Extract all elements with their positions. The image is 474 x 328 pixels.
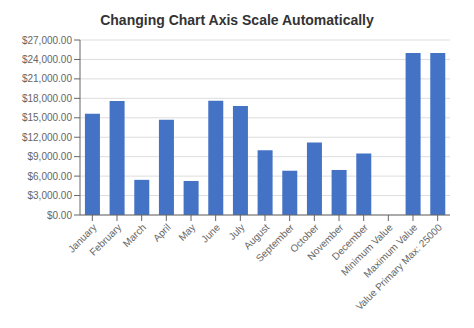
- svg-text:May: May: [176, 222, 197, 243]
- svg-text:March: March: [121, 222, 148, 249]
- svg-text:$21,000.00: $21,000.00: [22, 73, 72, 84]
- svg-text:Value Primary Max: 25000: Value Primary Max: 25000: [354, 221, 445, 312]
- svg-text:August: August: [241, 221, 272, 252]
- svg-text:November: November: [305, 221, 346, 263]
- svg-text:December: December: [329, 221, 371, 263]
- svg-text:$12,000.00: $12,000.00: [22, 132, 72, 143]
- svg-text:Minimum Value: Minimum Value: [338, 221, 395, 278]
- svg-text:$9,000.00: $9,000.00: [28, 151, 73, 162]
- svg-text:$0.00: $0.00: [47, 210, 72, 221]
- svg-text:Maximum Value: Maximum Value: [361, 221, 420, 280]
- svg-text:$3,000.00: $3,000.00: [28, 190, 73, 201]
- svg-text:April: April: [151, 222, 173, 244]
- svg-text:September: September: [254, 221, 297, 264]
- svg-text:$6,000.00: $6,000.00: [28, 171, 73, 182]
- svg-text:June: June: [199, 221, 222, 244]
- svg-text:$24,000.00: $24,000.00: [22, 54, 72, 65]
- svg-text:$27,000.00: $27,000.00: [22, 35, 72, 46]
- svg-text:February: February: [87, 222, 123, 258]
- svg-text:$18,000.00: $18,000.00: [22, 93, 72, 104]
- html-text:Changing Chart Axis Scale Auto: Changing Chart Axis Scale Automatically: [100, 12, 374, 28]
- svg-text:October: October: [287, 221, 321, 255]
- svg-text:July: July: [226, 222, 246, 242]
- svg-text:January: January: [65, 221, 99, 255]
- svg-text:$15,000.00: $15,000.00: [22, 112, 72, 123]
